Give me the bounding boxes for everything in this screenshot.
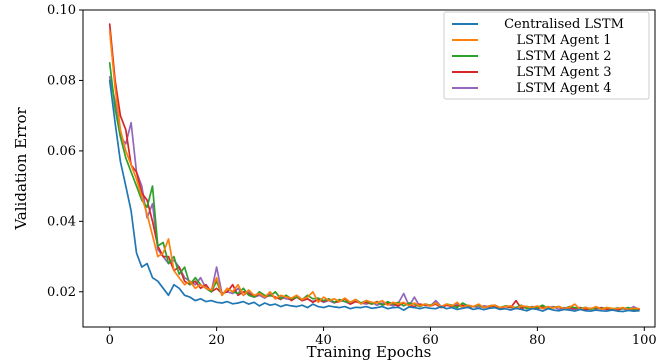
x-axis-title: Training Epochs [307,343,432,361]
series-layer [108,23,640,313]
legend-label: LSTM Agent 3 [516,65,611,80]
series-line-lstm-agent-2 [108,61,640,311]
plot-frame [82,9,656,328]
x-tick-label: 0 [106,333,114,348]
series-line-centralised-lstm [108,79,640,313]
legend-label: LSTM Agent 2 [516,49,611,64]
y-axis-title: Validation Error [12,107,30,231]
series-line-lstm-agent-1 [108,30,640,311]
series-line-lstm-agent-4 [108,76,640,311]
legend-label: Centralised LSTM [504,17,624,32]
x-tick-label: 60 [422,333,439,348]
legend-label: LSTM Agent 1 [516,33,611,48]
legend-label: LSTM Agent 4 [516,81,611,96]
y-tick-label: 0.06 [47,144,76,159]
y-tick-label: 0.08 [47,73,76,88]
ticks-layer: 0 20 40 60 80 100 0.02 0.04 0.06 0.08 0.10 [47,3,657,348]
x-tick-label: 80 [529,333,546,348]
x-tick-label: 20 [208,333,225,348]
x-tick-label: 40 [315,333,332,348]
y-tick-label: 0.02 [47,285,76,300]
legend-box [443,11,650,100]
y-tick-label: 0.10 [47,3,76,18]
x-tick-label: 100 [632,333,657,348]
y-tick-label: 0.04 [47,214,76,229]
